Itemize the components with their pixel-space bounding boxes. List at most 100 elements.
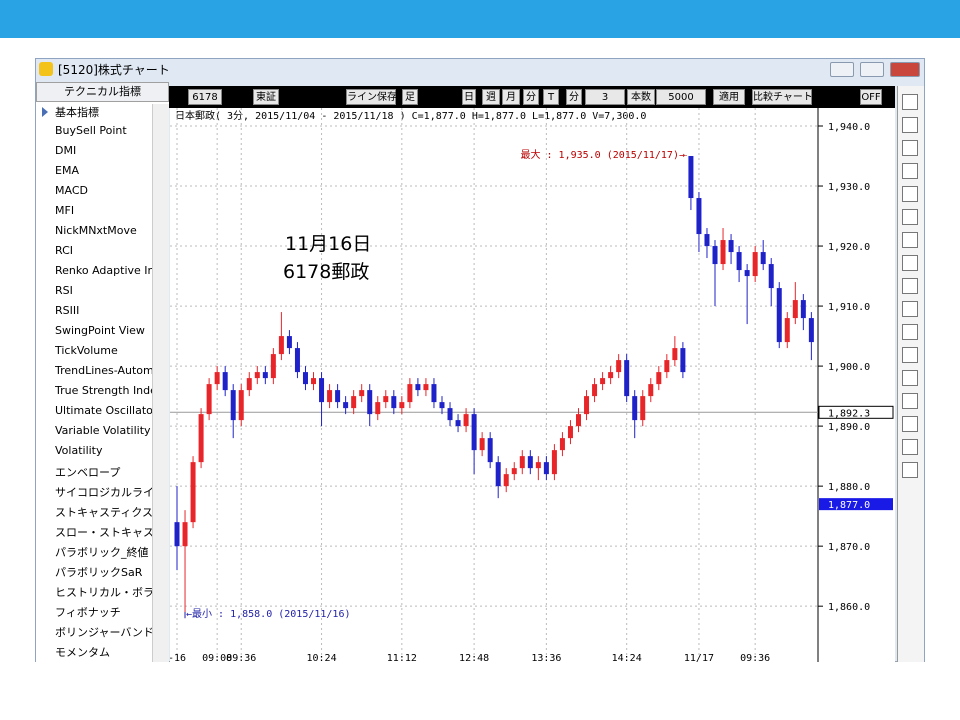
- tool-icon[interactable]: [902, 462, 918, 478]
- tool-icon[interactable]: [902, 163, 918, 179]
- sidebar-item[interactable]: スロー・ストキャステ: [55, 526, 152, 539]
- candle-body: [230, 390, 236, 421]
- sidebar-item[interactable]: エンベロープ: [55, 466, 121, 479]
- sidebar-item[interactable]: パラボリックSaR: [55, 566, 143, 579]
- candle-body: [776, 288, 782, 343]
- sidebar-item[interactable]: MFI: [55, 204, 75, 217]
- sidebar-item[interactable]: 基本指標: [55, 106, 99, 119]
- sidebar-item[interactable]: ボリンジャーバンド: [55, 626, 152, 639]
- toolbar-item[interactable]: 分: [523, 89, 539, 105]
- candle-body: [559, 438, 565, 451]
- sidebar-item[interactable]: Variable Volatility: [55, 424, 151, 437]
- candle-body: [431, 384, 437, 403]
- sidebar-item[interactable]: パラボリック_終値: [55, 546, 149, 559]
- sidebar-item[interactable]: True Strength Inde: [55, 384, 152, 397]
- toolbar-item[interactable]: 日: [462, 89, 476, 105]
- tool-icon[interactable]: [902, 370, 918, 386]
- sidebar-item[interactable]: EMA: [55, 164, 79, 177]
- minimize-button[interactable]: [830, 62, 854, 77]
- sidebar-item[interactable]: Renko Adaptive Ind: [55, 264, 152, 277]
- candle-body: [744, 270, 750, 277]
- toolbar-item[interactable]: 足: [402, 89, 418, 105]
- expand-arrow: [42, 107, 48, 117]
- toolbar-item[interactable]: ライン保存: [346, 89, 397, 105]
- sidebar-item[interactable]: モメンタム: [55, 646, 110, 659]
- tool-icon[interactable]: [902, 117, 918, 133]
- sidebar-item[interactable]: フィボナッチ: [55, 606, 121, 619]
- candle-body: [672, 348, 678, 361]
- candle-body: [182, 522, 188, 547]
- candle-body: [463, 414, 469, 427]
- toolbar-item[interactable]: 週: [482, 89, 500, 105]
- maximize-button[interactable]: [860, 62, 884, 77]
- tool-icon[interactable]: [902, 94, 918, 110]
- candle-body: [648, 384, 654, 397]
- sidebar-item[interactable]: Volatility: [55, 444, 103, 457]
- toolbar-item[interactable]: 5000: [656, 89, 706, 105]
- candle-body: [784, 318, 790, 343]
- sidebar-item[interactable]: RSIII: [55, 304, 80, 317]
- sidebar-item[interactable]: MACD: [55, 184, 88, 197]
- y-tick-label: 1,940.0: [828, 122, 870, 133]
- sidebar-item[interactable]: Ultimate Oscillator: [55, 404, 152, 417]
- sidebar-item[interactable]: ストキャスティクス(: [55, 506, 152, 519]
- sidebar-item[interactable]: SwingPoint View: [55, 324, 145, 337]
- tool-icon[interactable]: [902, 232, 918, 248]
- tool-icon[interactable]: [902, 209, 918, 225]
- candle-body: [800, 300, 806, 319]
- toolbar-item[interactable]: 6178: [188, 89, 222, 105]
- tool-icon[interactable]: [902, 393, 918, 409]
- sidebar-item[interactable]: BuySell Point: [55, 124, 127, 137]
- tool-icon[interactable]: [902, 301, 918, 317]
- candle-body: [495, 462, 501, 487]
- candle-body: [198, 414, 204, 463]
- sidebar-item[interactable]: RSI: [55, 284, 73, 297]
- toolbar-item[interactable]: 本数: [627, 89, 655, 105]
- sidebar-header: テクニカル指標: [36, 82, 169, 102]
- tool-icon[interactable]: [902, 324, 918, 340]
- candle-body: [503, 474, 509, 487]
- candle-body: [174, 522, 180, 547]
- sidebar-item[interactable]: NickMNxtMove: [55, 224, 137, 237]
- x-tick-label: 11:12: [387, 653, 417, 662]
- min-annotation: ←最小 : 1,858.0 (2015/11/16): [186, 608, 351, 620]
- tool-icon[interactable]: [902, 278, 918, 294]
- candle-body: [696, 198, 702, 235]
- sidebar-item[interactable]: ヒストリカル・ボラテ: [55, 586, 152, 599]
- candle-body: [624, 360, 630, 397]
- x-tick-label: 09:36: [226, 653, 256, 662]
- tool-icon[interactable]: [902, 347, 918, 363]
- scrollbar[interactable]: [152, 104, 169, 662]
- sidebar-item[interactable]: サイコロジカルライン: [55, 486, 152, 499]
- y-tick-label: 1,860.0: [828, 602, 870, 613]
- candle-body: [439, 402, 445, 409]
- x-tick-label: 10:24: [306, 653, 336, 662]
- tool-icon[interactable]: [902, 255, 918, 271]
- candle-body: [278, 336, 284, 355]
- candle-body: [455, 420, 461, 427]
- toolbar-item[interactable]: T: [543, 89, 559, 105]
- candle-body: [487, 438, 493, 463]
- sidebar-item[interactable]: TrendLines-Automa: [55, 364, 152, 377]
- toolbar-item[interactable]: 比較チャート: [752, 89, 813, 105]
- sidebar-item[interactable]: DMI: [55, 144, 77, 157]
- sidebar-item[interactable]: TickVolume: [55, 344, 118, 357]
- toolbar-item[interactable]: 東証: [253, 89, 279, 105]
- candle-body: [375, 402, 381, 415]
- tool-icon[interactable]: [902, 439, 918, 455]
- toolbar-item[interactable]: OFF: [860, 89, 882, 105]
- x-tick-label: 09:36: [740, 653, 770, 662]
- toolbar-item[interactable]: 月: [502, 89, 520, 105]
- close-button[interactable]: [890, 62, 920, 77]
- toolbar-item[interactable]: 適用: [713, 89, 745, 105]
- candle-body: [640, 396, 646, 421]
- tool-icon[interactable]: [902, 140, 918, 156]
- toolbar-item[interactable]: 分: [566, 89, 582, 105]
- sidebar-item[interactable]: RCI: [55, 244, 74, 257]
- toolbar-item[interactable]: 3: [585, 89, 625, 105]
- tool-icon[interactable]: [902, 416, 918, 432]
- price-tag: [819, 498, 893, 511]
- tool-icon[interactable]: [902, 186, 918, 202]
- price-tag: [818, 405, 894, 419]
